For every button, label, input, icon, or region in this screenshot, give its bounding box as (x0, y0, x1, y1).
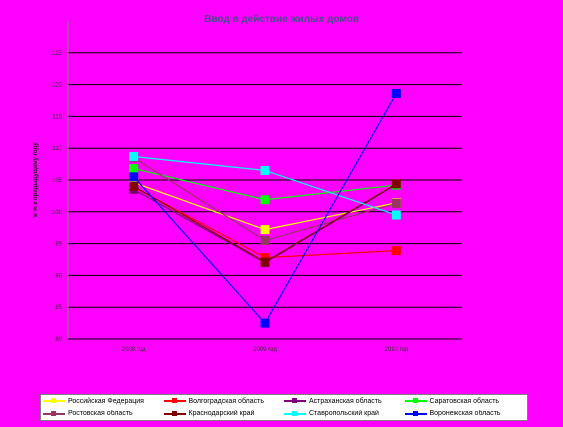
data-point (391, 89, 401, 99)
data-point (260, 318, 270, 328)
data-point (260, 235, 270, 245)
x-tick-label: 2010 год (384, 347, 408, 353)
legend-label: Ставропольский край (309, 410, 379, 418)
legend-item: Российская Федерация (43, 397, 164, 405)
data-point (260, 195, 270, 205)
legend-swatch (284, 410, 306, 418)
legend-item: Ставропольский край (284, 410, 405, 418)
legend-swatch (163, 410, 186, 418)
legend-label: Саратовская область (429, 397, 500, 405)
y-tick-label: 120 (52, 83, 63, 89)
legend-swatch (43, 397, 65, 405)
data-point (260, 257, 270, 267)
legend-item: Волгоградская область (163, 397, 285, 405)
data-point (391, 199, 401, 209)
y-tick-label: 80 (55, 337, 62, 343)
legend: Российская Федерация Волгоградская област… (40, 394, 528, 421)
y-tick-label: 125 (52, 51, 63, 57)
legend-swatch (163, 397, 186, 405)
data-point (129, 181, 139, 191)
data-point (129, 151, 139, 161)
data-point (391, 179, 401, 189)
data-point (260, 165, 270, 175)
legend-swatch (284, 397, 306, 405)
y-tick-label: 100 (52, 210, 63, 216)
legend-label: Воронежская область (429, 410, 501, 418)
y-tick-label: 105 (52, 178, 63, 184)
legend-item: Воронежская область (404, 410, 526, 418)
legend-label: Астраханская область (309, 397, 382, 405)
legend-label: Волгоградская область (188, 397, 264, 405)
y-tick-label: 90 (55, 273, 62, 279)
legend-swatch (404, 397, 427, 405)
data-point (391, 246, 401, 256)
legend-label: Российская Федерация (68, 397, 144, 405)
legend-item: Астраханская область (284, 397, 405, 405)
legend-item: Саратовская область (404, 397, 526, 405)
y-tick-label: 110 (52, 146, 62, 152)
y-tick-label: 95 (55, 242, 62, 248)
data-point (391, 210, 401, 220)
y-tick-label: 115 (52, 114, 62, 120)
legend-swatch (43, 410, 65, 418)
data-point (129, 172, 139, 182)
legend-item: Ростовская область (43, 410, 164, 418)
y-tick-label: 85 (55, 305, 62, 311)
legend-swatch (404, 410, 427, 418)
legend-item: Краснодарский край (163, 410, 285, 418)
data-point (260, 225, 270, 235)
plot-area: 80 85 90 95 100 105 110 115 120 125 2008 год 2009 г… (52, 21, 462, 353)
legend-label: Ростовская область (68, 410, 133, 418)
data-point (129, 164, 139, 174)
chart-title: Ввод в действие жилых домов (204, 14, 359, 25)
x-tick-label: 2008 год (122, 347, 146, 353)
series-line (133, 155, 397, 216)
x-tick-label: 2009 год (253, 347, 277, 353)
legend-label: Краснодарский край (188, 410, 255, 418)
